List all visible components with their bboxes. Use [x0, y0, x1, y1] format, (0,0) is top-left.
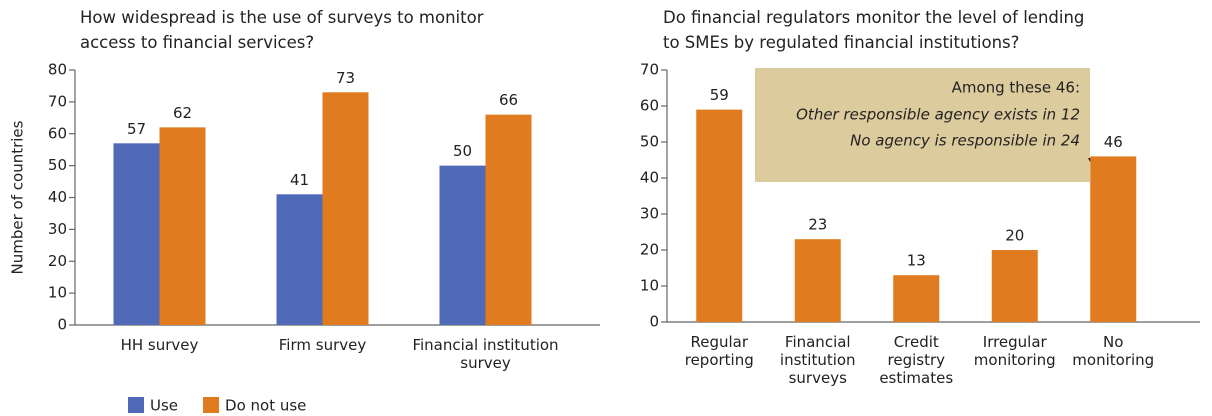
- bar: [113, 143, 160, 325]
- y-tick-label: 20: [640, 241, 659, 259]
- chart-title: Do financial regulators monitor the leve…: [663, 8, 1084, 52]
- annotation-box: [755, 68, 1090, 182]
- bar: [1090, 156, 1137, 322]
- data-label: 23: [808, 216, 827, 234]
- y-tick-label: 10: [48, 284, 67, 302]
- data-label: 50: [453, 142, 472, 160]
- y-tick-label: 40: [48, 188, 67, 206]
- bar: [276, 194, 323, 325]
- data-label: 66: [499, 91, 518, 109]
- y-tick-label: 70: [48, 92, 67, 110]
- y-tick-label: 20: [48, 252, 67, 270]
- y-tick-label: 60: [640, 97, 659, 115]
- y-tick-label: 0: [649, 313, 659, 331]
- bar: [485, 114, 532, 325]
- y-tick-label: 40: [640, 169, 659, 187]
- legend-swatch: [203, 397, 220, 413]
- bar: [439, 165, 486, 325]
- legend-swatch: [128, 397, 144, 413]
- x-tick-label: Financial institution survey: [412, 336, 558, 372]
- bar: [991, 250, 1038, 322]
- y-tick-label: 10: [640, 277, 659, 295]
- x-tick-label: Financial institution surveys: [780, 333, 856, 387]
- bar: [794, 239, 841, 322]
- y-tick-label: 50: [48, 156, 67, 174]
- x-tick-label: Regular reporting: [685, 333, 754, 369]
- y-tick-label: 70: [640, 61, 659, 79]
- x-tick-label: Irregular monitoring: [974, 333, 1056, 369]
- data-label: 41: [290, 171, 309, 189]
- data-label: 57: [127, 120, 146, 138]
- x-tick-label: No monitoring: [1072, 333, 1154, 369]
- y-tick-label: 30: [48, 220, 67, 238]
- bar: [322, 92, 369, 325]
- data-label: 46: [1104, 133, 1123, 151]
- y-tick-label: 0: [57, 316, 67, 334]
- data-label: 20: [1005, 227, 1024, 245]
- bar: [696, 109, 743, 322]
- data-label: 13: [907, 252, 926, 270]
- data-label: 73: [336, 69, 355, 87]
- annotation-heading: Among these 46:: [952, 79, 1080, 97]
- legend-label: Use: [150, 397, 178, 415]
- x-tick-label: HH survey: [121, 336, 199, 354]
- legend-label: Do not use: [225, 397, 306, 415]
- bar: [159, 127, 206, 325]
- chart-title: How widespread is the use of surveys to …: [80, 8, 484, 52]
- y-tick-label: 80: [48, 61, 67, 79]
- y-axis-label: Number of countries: [9, 120, 27, 274]
- y-tick-label: 50: [640, 133, 659, 151]
- annotation-line: No agency is responsible in 24: [850, 132, 1080, 150]
- data-label: 62: [173, 104, 192, 122]
- annotation-line: Other responsible agency exists in 12: [796, 106, 1080, 124]
- x-tick-label: Credit registry estimates: [879, 333, 953, 387]
- data-label: 59: [710, 86, 729, 104]
- x-tick-label: Firm survey: [279, 336, 367, 354]
- bar: [893, 275, 940, 322]
- y-tick-label: 30: [640, 205, 659, 223]
- y-tick-label: 60: [48, 124, 67, 142]
